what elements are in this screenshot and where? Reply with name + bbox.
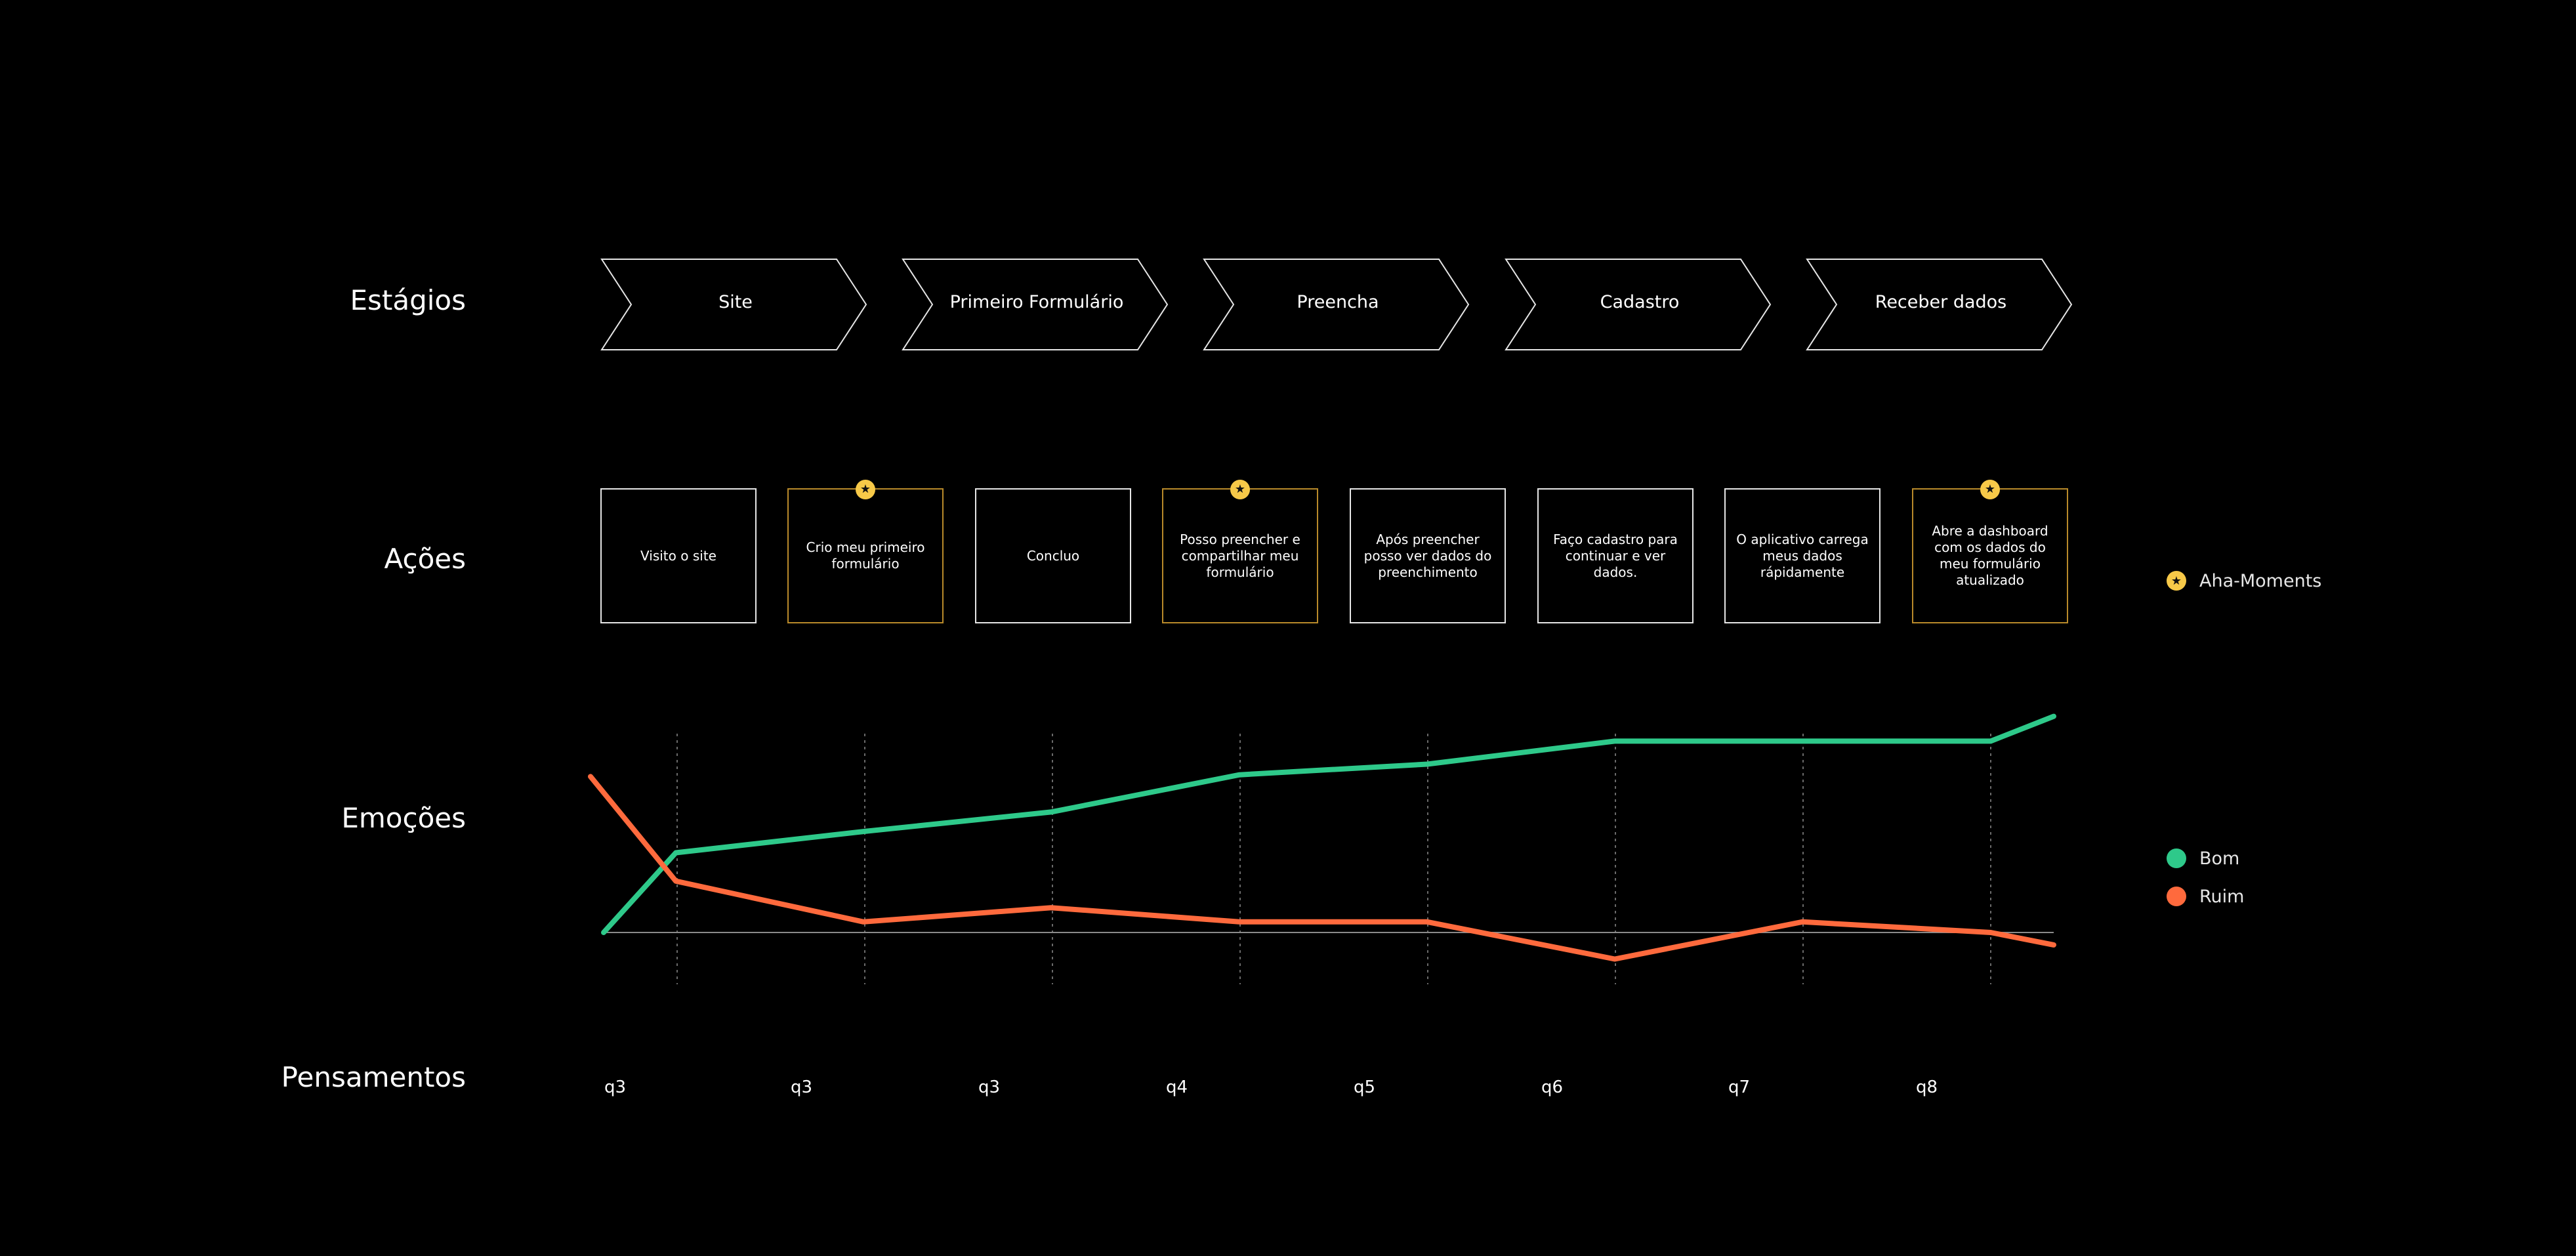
star-icon: ★ [1980, 480, 2000, 499]
legend-good: Bom [2167, 847, 2239, 870]
action-card-aha[interactable]: ★ Posso preencher e compartilhar meu for… [1162, 480, 1318, 623]
action-text: Faço cadastro para continuar e ver dados… [1553, 531, 1678, 580]
action-card[interactable]: Após preencher posso ver dados do preenc… [1350, 488, 1506, 623]
legend-swatch-good [2167, 848, 2186, 868]
stage-chevron[interactable] [902, 259, 1169, 350]
action-card[interactable]: Concluo [975, 488, 1131, 623]
thought-label: q3 [604, 1078, 627, 1097]
star-icon: ★ [856, 480, 875, 499]
row-label-actions: Ações [384, 543, 466, 575]
action-card[interactable]: Faço cadastro para continuar e ver dados… [1537, 488, 1693, 623]
action-card[interactable]: O aplicativo carrega meus dados rápidame… [1724, 488, 1880, 623]
action-card[interactable]: Visito o site [600, 488, 757, 623]
series-line-bom [601, 713, 2056, 935]
stage-chevron[interactable] [1505, 259, 1772, 350]
action-text: Após preencher posso ver dados do preenc… [1363, 531, 1492, 580]
stage-label[interactable]: Primeiro Formulário [949, 292, 1124, 312]
action-card-aha[interactable]: ★ Crio meu primeiro formulário [787, 480, 944, 623]
legend-label: Bom [2199, 848, 2240, 869]
legend-label: Aha-Moments [2199, 570, 2322, 591]
action-card-aha[interactable]: ★ Abre a dashboard com os dados do meu f… [1912, 480, 2068, 623]
thought-label: q7 [1728, 1078, 1751, 1097]
star-icon: ★ [1230, 480, 1250, 499]
stage-label[interactable]: Cadastro [1600, 292, 1680, 312]
action-text: Posso preencher e compartilhar meu formu… [1180, 531, 1300, 580]
thought-label: q4 [1166, 1078, 1188, 1097]
legend-bad: Ruim [2167, 885, 2244, 908]
thought-label: q3 [978, 1078, 1001, 1097]
series-line-ruim [588, 774, 2056, 962]
thought-label: q3 [791, 1078, 813, 1097]
row-label-thoughts: Pensamentos [281, 1061, 466, 1093]
action-text: Abre a dashboard com os dados do meu for… [1932, 523, 2048, 588]
stage-label[interactable]: Receber dados [1875, 292, 2007, 312]
row-label-stages: Estágios [350, 284, 466, 316]
thought-label: q5 [1354, 1078, 1376, 1097]
action-text: Concluo [1026, 547, 1080, 564]
action-text: O aplicativo carrega meus dados rápidame… [1736, 531, 1869, 580]
stage-chevron[interactable] [1806, 259, 2073, 350]
thought-label: q6 [1541, 1078, 1564, 1097]
action-text: Crio meu primeiro formulário [806, 539, 925, 572]
stage-label[interactable]: Preencha [1297, 292, 1379, 312]
legend-swatch-bad [2167, 887, 2186, 906]
row-label-emotions: Emoções [341, 802, 466, 834]
legend-aha: ★ Aha-Moments [2167, 569, 2321, 593]
stage-chevron[interactable] [600, 259, 867, 350]
legend-label: Ruim [2199, 886, 2245, 907]
star-icon: ★ [2167, 571, 2186, 591]
stage-label[interactable]: Site [718, 292, 753, 312]
thought-label: q8 [1916, 1078, 1938, 1097]
stage-chevron[interactable] [1203, 259, 1470, 350]
action-text: Visito o site [640, 547, 717, 564]
